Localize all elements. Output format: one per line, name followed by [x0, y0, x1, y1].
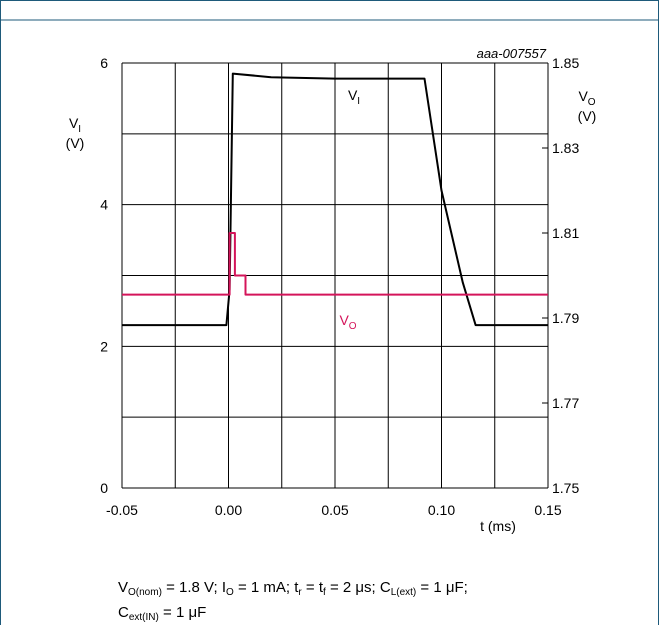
right-tick-label: 1.85	[552, 55, 579, 71]
figure-caption: VO(nom) = 1.8 V; IO = 1 mA; tr = tf = 2 …	[118, 578, 468, 628]
x-tick-label: -0.05	[106, 502, 138, 518]
labels-group: -0.05 0.00 0.05 0.10 0.15 0 2 4 6 1.75 1.77 1.79 1.8…	[66, 46, 597, 534]
right-tick-label: 1.77	[552, 395, 579, 411]
series-label-vo: VO	[339, 312, 356, 332]
caption-subscript: r	[298, 587, 302, 598]
left-tick-label: 0	[100, 480, 108, 496]
left-tick-label: 2	[100, 338, 108, 354]
right-tick-label: 1.83	[552, 140, 579, 156]
series-label-vi: VI	[348, 87, 360, 107]
right-tick-label: 1.79	[552, 310, 579, 326]
left-tick-label: 4	[100, 197, 108, 213]
series-line-vo	[122, 232, 548, 296]
caption-line-2: Cext(IN) = 1 μF	[118, 604, 207, 623]
right-tick-label: 1.81	[552, 225, 579, 241]
x-tick-label: 0.15	[534, 502, 561, 518]
right-tick-label: 1.75	[552, 480, 579, 496]
x-tick-label: 0.10	[428, 502, 455, 518]
right-axis-unit: (V)	[578, 108, 597, 124]
x-tick-label: 0.05	[321, 502, 348, 518]
left-axis-label: VI	[69, 115, 81, 135]
left-axis-unit: (V)	[66, 135, 85, 151]
x-tick-label: 0.00	[215, 502, 242, 518]
caption-line-1: VO(nom) = 1.8 V; IO = 1 mA; tr = tf = 2 …	[118, 579, 468, 598]
series-group	[122, 72, 548, 327]
right-axis-label: VO	[578, 88, 595, 108]
caption-subscript: O	[226, 587, 234, 598]
caption-subscript: L(ext)	[390, 587, 417, 598]
grid	[121, 62, 549, 489]
caption-subscript: f	[323, 587, 326, 598]
figure-id-label: aaa-007557	[477, 46, 547, 61]
caption-subscript: ext(IN)	[128, 612, 159, 623]
caption-subscript: O(nom)	[128, 587, 162, 598]
left-tick-label: 6	[100, 55, 108, 71]
x-axis-label: t (ms)	[480, 518, 516, 534]
